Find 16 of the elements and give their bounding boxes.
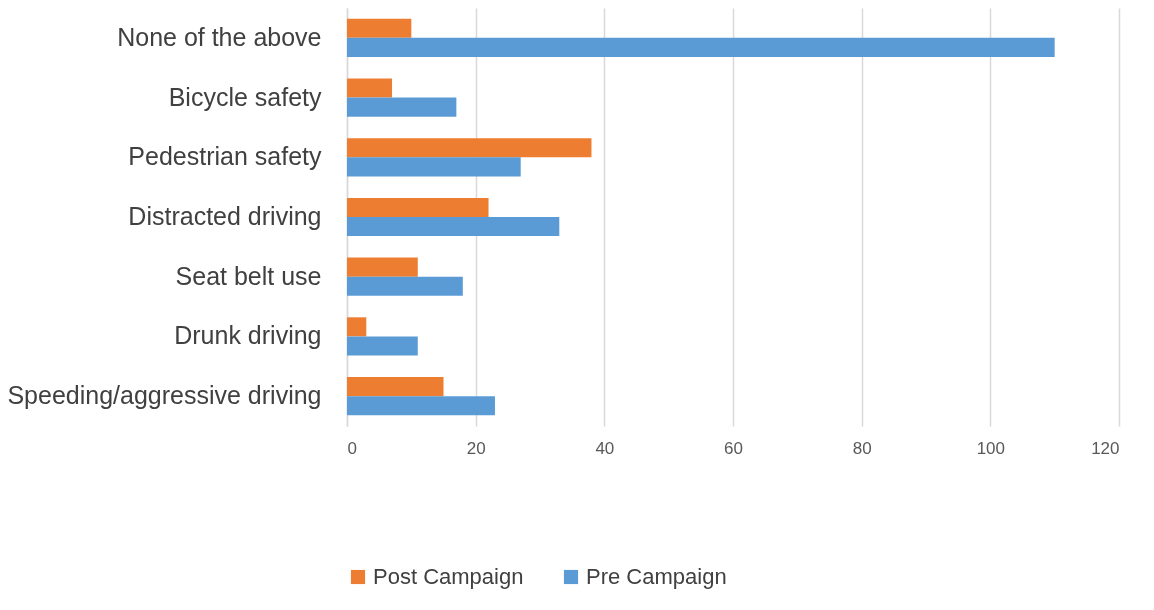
x-tick-label: 100 xyxy=(976,438,1006,458)
y-tick-label: Seat belt use xyxy=(175,261,322,290)
y-tick-label: None of the above xyxy=(117,22,322,51)
x-tick-label: 80 xyxy=(852,438,872,458)
y-tick-label: Distracted driving xyxy=(128,202,322,230)
x-tick-label: 60 xyxy=(724,438,743,458)
x-tick-label: 20 xyxy=(466,438,486,458)
y-tick-label: Drunk driving xyxy=(174,321,322,350)
y-tick-label: Speeding/aggressive driving xyxy=(7,381,322,410)
x-tick-label: 0 xyxy=(347,438,357,458)
y-tick-label: Pedestrian safety xyxy=(128,142,322,171)
legend-label: Post Campaign xyxy=(373,564,524,589)
y-tick-label: Bicycle safety xyxy=(168,82,322,111)
x-tick-label: 40 xyxy=(595,438,615,458)
legend-label: Pre Campaign xyxy=(586,564,727,589)
x-tick-label: 120 xyxy=(1091,438,1120,458)
